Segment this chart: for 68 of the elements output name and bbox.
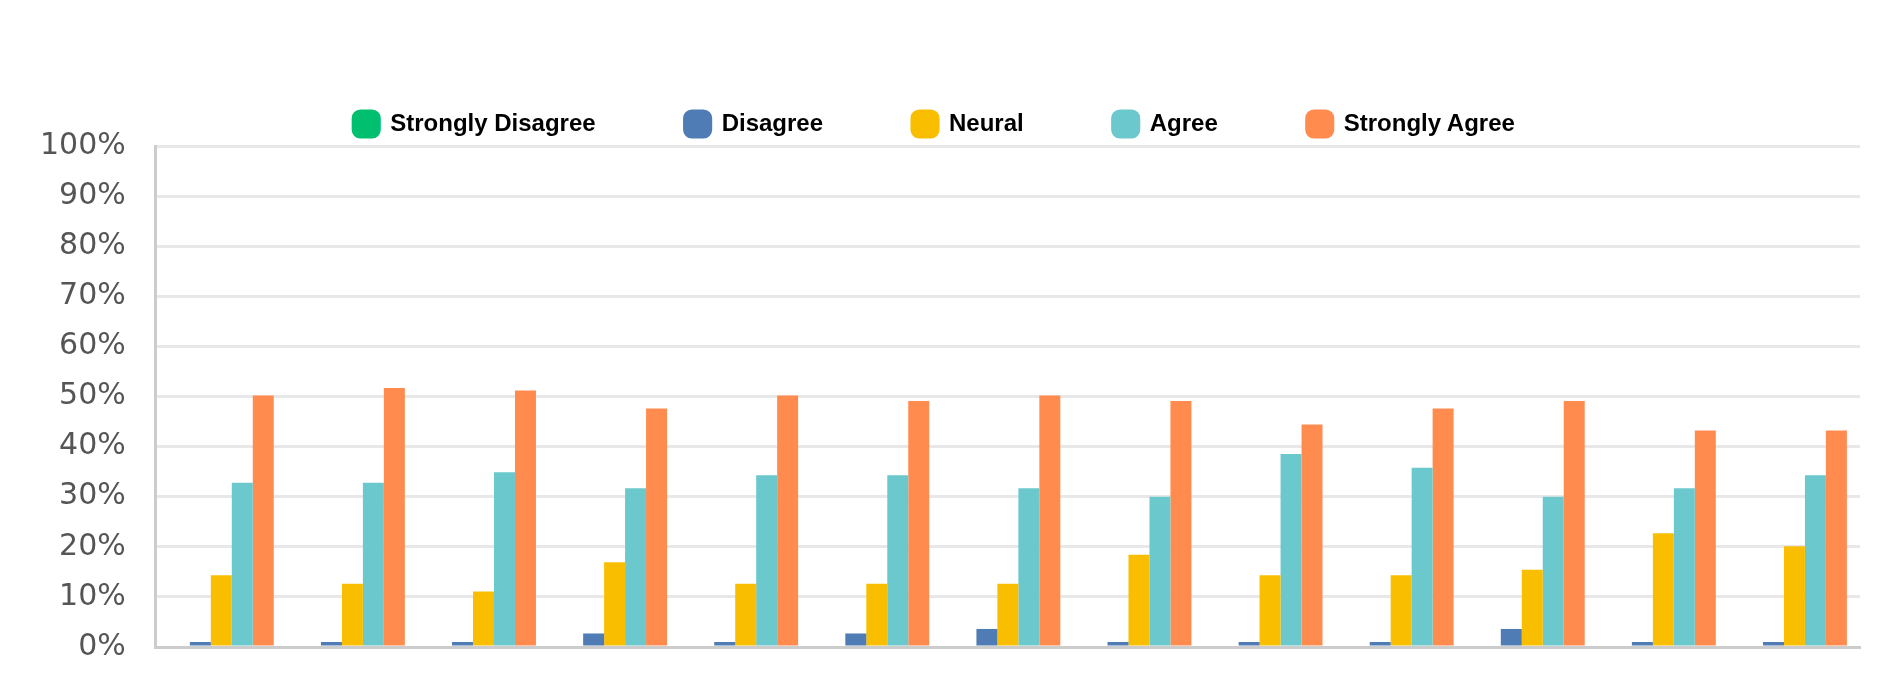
y-tick-label: 50%	[59, 376, 126, 412]
y-tick-label: 100%	[39, 125, 126, 161]
bar	[997, 583, 1019, 646]
y-tick-label: 10%	[59, 576, 126, 612]
bar	[845, 633, 867, 646]
bar	[756, 475, 778, 646]
legend-label: Disagree	[721, 108, 824, 136]
bar	[1107, 641, 1129, 646]
bar	[1039, 395, 1061, 646]
bar	[1170, 401, 1192, 646]
legend-label: Neural	[949, 108, 1024, 136]
legend-label: Strongly Disagree	[390, 108, 596, 136]
bar	[1238, 641, 1260, 646]
bar	[1301, 424, 1323, 646]
bar	[1762, 641, 1784, 646]
bar	[473, 591, 494, 646]
bar	[1563, 401, 1585, 646]
bar	[1259, 575, 1281, 646]
bar	[1411, 467, 1433, 646]
bar	[1128, 554, 1150, 646]
bar	[1432, 408, 1454, 646]
bar	[189, 641, 211, 646]
bar	[887, 475, 909, 646]
y-tick-label: 30%	[59, 476, 126, 512]
bar	[1521, 569, 1543, 646]
bar	[252, 395, 274, 646]
y-tick-label: 40%	[59, 426, 126, 462]
bar	[341, 583, 363, 646]
legend-label: Agree	[1149, 108, 1218, 136]
bar	[646, 408, 668, 646]
bar	[1673, 488, 1695, 646]
bar	[1390, 575, 1412, 646]
bar	[1018, 488, 1040, 646]
y-tick-label: 0%	[78, 626, 126, 662]
bar	[1694, 430, 1716, 646]
bar	[1280, 454, 1302, 646]
y-tick-label: 60%	[59, 326, 126, 362]
bar	[320, 641, 342, 646]
y-tick-label: 70%	[59, 276, 126, 312]
y-tick-label: 90%	[59, 175, 126, 211]
bar	[583, 633, 605, 646]
bar	[1804, 475, 1826, 646]
legend-label: Strongly Agree	[1343, 108, 1515, 136]
bar	[1542, 496, 1564, 646]
bar	[452, 641, 474, 646]
bar	[210, 575, 232, 646]
bar	[493, 472, 515, 646]
bar	[231, 482, 253, 646]
bar	[866, 583, 888, 646]
bar	[1500, 628, 1522, 646]
y-tick-label: 20%	[59, 526, 126, 562]
bar	[383, 387, 405, 646]
bar	[604, 562, 626, 646]
bar	[777, 395, 799, 646]
bar	[1783, 546, 1805, 646]
bar	[714, 641, 736, 646]
bar	[1631, 641, 1653, 646]
bar	[514, 390, 536, 646]
bar	[1149, 496, 1171, 646]
bar	[735, 583, 757, 646]
y-tick-label: 80%	[59, 226, 126, 261]
bar	[362, 482, 384, 646]
bar	[908, 401, 930, 646]
bar	[1369, 641, 1391, 646]
bar	[625, 488, 647, 646]
bar	[976, 628, 998, 646]
bar	[1825, 430, 1847, 646]
bar	[1652, 533, 1674, 646]
